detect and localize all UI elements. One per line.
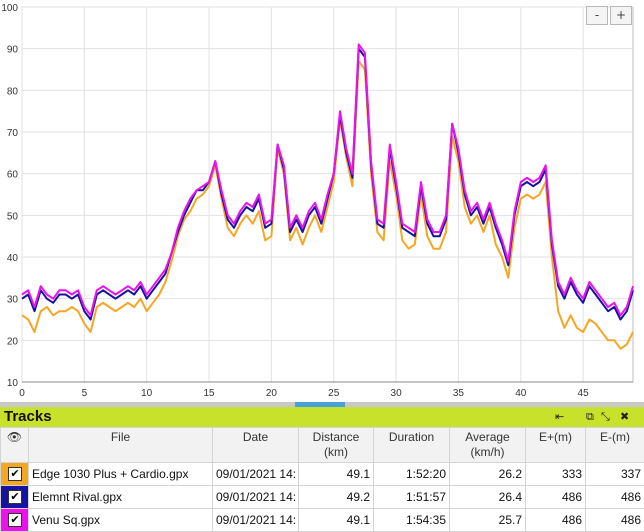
elevation-gain-cell: 486: [526, 486, 586, 509]
chart-svg: 10 20 30 40 50 60 70 80 90 100 0 5 10 15 20 25 30 35 40 45: [0, 0, 644, 402]
duration-cell: 1:51:57: [374, 486, 450, 509]
tracks-panel-header: Tracks ⇤ ⧉ ⤡ ✖: [0, 407, 644, 427]
distance-cell: 49.2: [299, 486, 374, 509]
x-tick-label: 30: [391, 388, 403, 399]
average-header-unit: (km/h): [471, 445, 505, 459]
y-tick-label: 10: [7, 378, 19, 389]
pin-icon[interactable]: ⇤: [555, 409, 564, 425]
eye-icon: 👁: [7, 430, 22, 444]
x-tick-label: 35: [453, 388, 465, 399]
y-tick-label: 80: [7, 86, 19, 97]
y-tick-label: 100: [1, 3, 18, 14]
file-cell: Elemnt Rival.gpx: [29, 486, 213, 509]
distance-cell: 49.1: [299, 509, 374, 532]
date-cell: 09/01/2021 14:: [213, 463, 299, 486]
track-color-cell[interactable]: ✔: [1, 463, 29, 486]
x-tick-label: 20: [266, 388, 278, 399]
close-icon[interactable]: ✖: [620, 409, 629, 425]
table-row[interactable]: ✔ Edge 1030 Plus + Cardio.gpx 09/01/2021…: [1, 463, 644, 486]
file-cell: Edge 1030 Plus + Cardio.gpx: [29, 463, 213, 486]
average-cell: 26.4: [450, 486, 526, 509]
file-cell: Venu Sq.gpx: [29, 509, 213, 532]
table-header-row: 👁 File Date Distance(km) Duration Averag…: [1, 428, 644, 463]
date-column-header[interactable]: Date: [213, 428, 299, 463]
table-row[interactable]: ✔ Elemnt Rival.gpx 09/01/2021 14: 49.2 1…: [1, 486, 644, 509]
x-tick-label: 45: [578, 388, 590, 399]
track-color-cell[interactable]: ✔: [1, 509, 29, 532]
x-tick-label: 15: [203, 388, 215, 399]
distance-header-unit: (km): [324, 445, 348, 459]
track-visibility-checkbox[interactable]: ✔: [8, 490, 22, 504]
y-tick-label: 60: [7, 170, 19, 181]
average-column-header[interactable]: Average(km/h): [450, 428, 526, 463]
elevation-loss-column-header[interactable]: E-(m): [586, 428, 644, 463]
x-tick-label: 0: [19, 388, 25, 399]
date-cell: 09/01/2021 14:: [213, 486, 299, 509]
restore-icon[interactable]: ⧉: [586, 409, 594, 425]
tracks-title: Tracks: [4, 407, 52, 427]
track-visibility-checkbox[interactable]: ✔: [8, 513, 22, 527]
x-tick-label: 10: [141, 388, 153, 399]
y-tick-label: 50: [7, 211, 19, 222]
average-header-label: Average: [465, 430, 509, 444]
expand-icon[interactable]: ⤡: [601, 409, 610, 425]
duration-column-header[interactable]: Duration: [374, 428, 450, 463]
y-tick-label: 70: [7, 128, 19, 139]
duration-cell: 1:52:20: [374, 463, 450, 486]
date-cell: 09/01/2021 14:: [213, 509, 299, 532]
elevation-gain-cell: 486: [526, 509, 586, 532]
y-tick-label: 20: [7, 336, 19, 347]
zoom-in-button[interactable]: +: [610, 6, 632, 25]
tracks-table: 👁 File Date Distance(km) Duration Averag…: [0, 427, 644, 532]
visibility-column-header[interactable]: 👁: [1, 428, 29, 463]
duration-cell: 1:54:35: [374, 509, 450, 532]
elevation-gain-cell: 333: [526, 463, 586, 486]
x-tick-label: 5: [82, 388, 88, 399]
track-visibility-checkbox[interactable]: ✔: [8, 467, 22, 481]
elevation-loss-cell: 486: [586, 486, 644, 509]
x-tick-label: 25: [328, 388, 340, 399]
y-tick-label: 40: [7, 253, 19, 264]
distance-column-header[interactable]: Distance(km): [299, 428, 374, 463]
track-color-cell[interactable]: ✔: [1, 486, 29, 509]
elevation-loss-cell: 486: [586, 509, 644, 532]
zoom-out-button[interactable]: -: [586, 6, 608, 25]
table-row[interactable]: ✔ Venu Sq.gpx 09/01/2021 14: 49.1 1:54:3…: [1, 509, 644, 532]
y-tick-label: 90: [7, 45, 19, 56]
elevation-gain-column-header[interactable]: E+(m): [526, 428, 586, 463]
file-column-header[interactable]: File: [29, 428, 213, 463]
average-cell: 26.2: [450, 463, 526, 486]
x-tick-label: 40: [515, 388, 527, 399]
elevation-loss-cell: 337: [586, 463, 644, 486]
distance-header-label: Distance: [313, 430, 360, 444]
average-cell: 25.7: [450, 509, 526, 532]
distance-cell: 49.1: [299, 463, 374, 486]
y-tick-label: 30: [7, 295, 19, 306]
